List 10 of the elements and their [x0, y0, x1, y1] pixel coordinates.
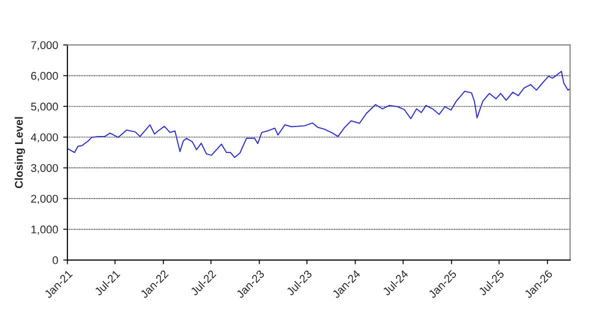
y-tick-label: 3,000: [31, 164, 58, 174]
y-axis-title: Closing Level: [14, 117, 26, 188]
line-series: [67, 70, 570, 158]
y-tick-label: 4,000: [30, 133, 58, 143]
y-tick-label: 1,000: [31, 226, 58, 235]
y-tick-label: 6,000: [31, 72, 58, 82]
y-tick-label: 5,000: [31, 102, 58, 112]
y-tick-label: 0: [52, 256, 58, 264]
y-tick-label: 2,000: [31, 194, 58, 204]
y-tick-label: 7,000: [31, 41, 58, 50]
